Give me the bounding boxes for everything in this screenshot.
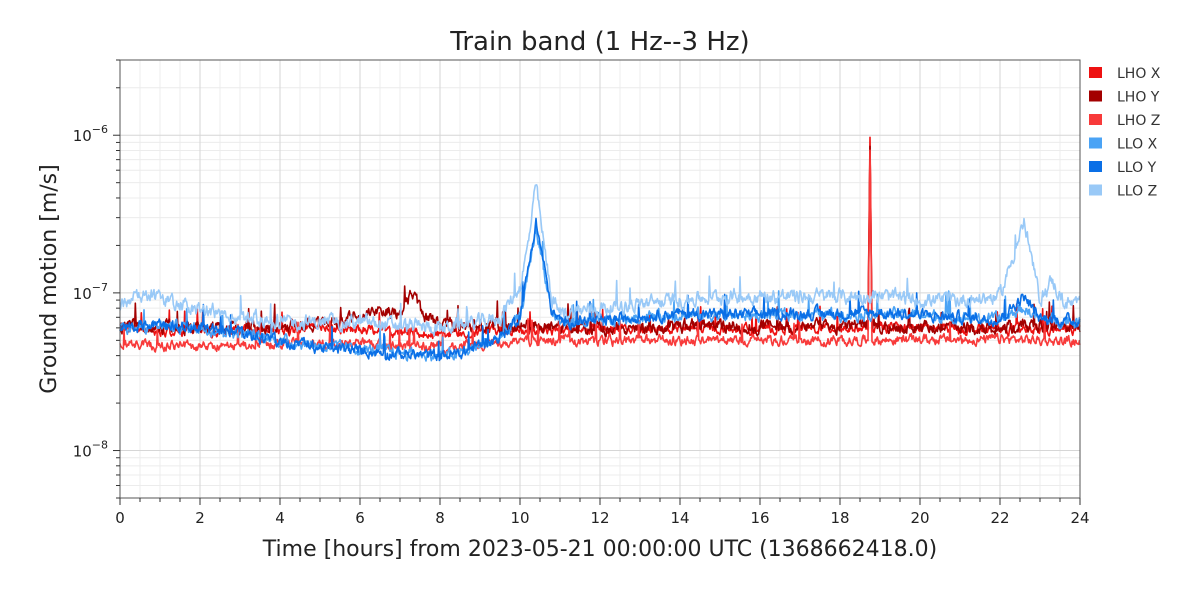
legend-swatch-lho-y — [1089, 90, 1102, 102]
x-tick-label: 14 — [670, 509, 689, 527]
y-tick-label: 10−8 — [73, 439, 108, 461]
x-tick-label: 4 — [275, 509, 285, 527]
y-axis-label: Ground motion [m/s] — [37, 164, 62, 393]
y-tick-label: 10−7 — [73, 281, 108, 303]
legend-label-lho-x: LHO X — [1117, 66, 1161, 82]
legend-label-lho-y: LHO Y — [1117, 90, 1160, 106]
x-tick-label: 6 — [355, 509, 365, 527]
x-tick-label: 18 — [830, 509, 849, 527]
x-tick-label: 22 — [990, 509, 1009, 527]
legend-label-llo-x: LLO X — [1117, 137, 1158, 153]
x-tick-label: 0 — [115, 509, 125, 527]
x-tick-label: 10 — [510, 509, 529, 527]
legend-swatch-lho-x — [1089, 67, 1102, 78]
x-axis-label: Time [hours] from 2023-05-21 00:00:00 UT… — [262, 537, 937, 562]
x-tick-label: 16 — [750, 509, 769, 527]
legend-swatch-lho-z — [1089, 114, 1102, 125]
chart-title: Train band (1 Hz--3 Hz) — [449, 27, 749, 57]
legend-swatch-llo-y — [1089, 161, 1102, 172]
series-group — [119, 136, 1081, 362]
x-tick-label: 20 — [910, 509, 929, 527]
x-tick-label: 8 — [435, 509, 445, 527]
series-line-llo-y — [119, 217, 1081, 362]
legend-label-llo-z: LLO Z — [1117, 184, 1157, 200]
x-tick-label: 2 — [195, 509, 205, 527]
legend-swatch-llo-x — [1089, 137, 1102, 149]
legend-label-llo-y: LLO Y — [1117, 160, 1157, 176]
y-tick-label: 10−6 — [73, 123, 108, 145]
series-line-llo-z — [119, 184, 1081, 337]
x-tick-label: 24 — [1070, 509, 1089, 527]
x-tick-label: 12 — [590, 509, 609, 527]
series-line-lho-z — [119, 149, 1081, 355]
legend-swatch-llo-z — [1089, 184, 1102, 196]
legend-label-lho-z: LHO Z — [1117, 113, 1160, 129]
legend: LHO X LHO Y LHO Z LLO X LLO Y LLO Z — [1089, 66, 1161, 200]
y-axis-ticks: 10−8 10−7 10−6 — [73, 59, 120, 499]
x-axis-ticks: 0 2 4 6 8 10 12 14 16 18 20 22 24 — [115, 498, 1090, 527]
